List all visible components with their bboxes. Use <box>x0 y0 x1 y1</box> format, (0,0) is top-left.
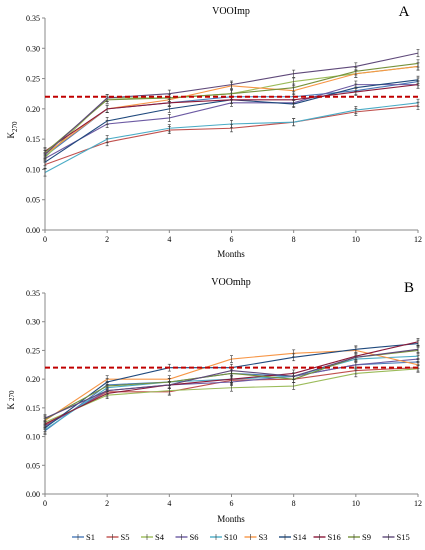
panel-a-y-tick-label: 0.30 <box>26 44 40 53</box>
panel-b-x-tick-label: 4 <box>167 499 171 508</box>
legend-item-s3: S3 <box>244 532 268 542</box>
legend-label: S15 <box>397 532 410 542</box>
legend-item-s1: S1 <box>72 532 95 542</box>
panel-b: VOOmhp B Months K 270 0.00 0.05 0.10 0.15 0.2… <box>6 277 422 524</box>
legend-item-s4: S4 <box>141 532 165 542</box>
panel-a-letter: A <box>399 4 410 20</box>
panel-b-y-tick-label: 0.30 <box>26 318 40 327</box>
legend-item-s15: S15 <box>382 532 410 542</box>
panel-b-y-tick-label: 0.10 <box>26 433 40 442</box>
legend-item-s16: S16 <box>313 532 341 542</box>
svg-text:K270: K270 <box>6 121 19 139</box>
panel-a-x-tick-label: 4 <box>167 235 171 244</box>
legend-label: S10 <box>224 532 237 542</box>
panel-a-ylabel-sub: 270 <box>11 121 19 132</box>
legend-label: S14 <box>293 532 307 542</box>
panel-b-y-tick-label: 0.05 <box>26 461 40 470</box>
panel-a-x-tick-label: 8 <box>292 235 296 244</box>
panel-b-y-tick-label: 0.25 <box>26 346 40 355</box>
legend-label: S9 <box>362 532 371 542</box>
panel-b-title: VOOmhp <box>211 277 250 288</box>
panel-a-xlabel: Months <box>217 249 245 259</box>
panel-b-ylabel-sub: 270 <box>8 390 16 401</box>
panel-b-x-tick-label: 6 <box>230 499 234 508</box>
panel-b-letter: B <box>404 280 414 296</box>
legend-label: S3 <box>259 532 268 542</box>
panel-a-ylabel-main: K <box>6 132 16 139</box>
svg-text:K270: K 270 <box>6 390 16 410</box>
panel-b-y-tick-label: 0.15 <box>26 404 40 413</box>
legend: S1 S5 S4 S6 S10 S3 S14 S16 S9 S15 <box>72 532 410 542</box>
legend-label: S4 <box>155 532 165 542</box>
panel-b-xlabel: Months <box>217 514 245 524</box>
panel-b-x-tick-label: 2 <box>105 499 109 508</box>
panel-a-x-tick-label: 6 <box>230 235 234 244</box>
legend-label: S5 <box>121 532 130 542</box>
legend-label: S1 <box>86 532 95 542</box>
panel-a-x-tick-label: 0 <box>43 235 47 244</box>
panel-a-ylabel: K270 <box>6 121 19 139</box>
panel-a-x-tick-label: 12 <box>414 235 422 244</box>
panel-a-y-tick-label: 0.25 <box>26 75 40 84</box>
panel-a-y-tick-label: 0.15 <box>26 135 40 144</box>
panel-b-y-tick-label: 0.20 <box>26 375 40 384</box>
panel-a-title: VOOImp <box>212 6 250 17</box>
panel-a-y-tick-label: 0.05 <box>26 196 40 205</box>
panel-a-y-tick-label: 0.35 <box>26 14 40 23</box>
panel-a-x-tick-label: 2 <box>105 235 109 244</box>
panel-b-ylabel: K 270 <box>6 390 16 410</box>
panel-b-x-tick-label: 10 <box>352 499 360 508</box>
legend-item-s6: S6 <box>175 532 199 542</box>
panel-b-x-tick-label: 8 <box>292 499 296 508</box>
panel-b-y-tick-label: 0.35 <box>26 289 40 298</box>
legend-item-s5: S5 <box>106 532 130 542</box>
legend-label: S16 <box>328 532 341 542</box>
panel-b-x-tick-label: 12 <box>414 499 422 508</box>
legend-item-s14: S14 <box>279 532 307 542</box>
panel-a-y-tick-label: 0.10 <box>26 165 40 174</box>
legend-label: S6 <box>190 532 199 542</box>
panel-a: VOOImp A Months K270 0.00 0.05 0.10 0.15 0.2… <box>6 4 422 259</box>
legend-item-s9: S9 <box>348 532 371 542</box>
legend-item-s10: S10 <box>210 532 237 542</box>
panel-b-x-tick-label: 0 <box>43 499 47 508</box>
panel-b-ylabel-main: K <box>6 403 16 410</box>
panel-a-x-tick-label: 10 <box>352 235 360 244</box>
panel-a-y-tick-label: 0.20 <box>26 105 40 114</box>
panel-b-y-tick-label: 0.00 <box>26 490 40 499</box>
panel-a-y-tick-label: 0.00 <box>26 226 40 235</box>
